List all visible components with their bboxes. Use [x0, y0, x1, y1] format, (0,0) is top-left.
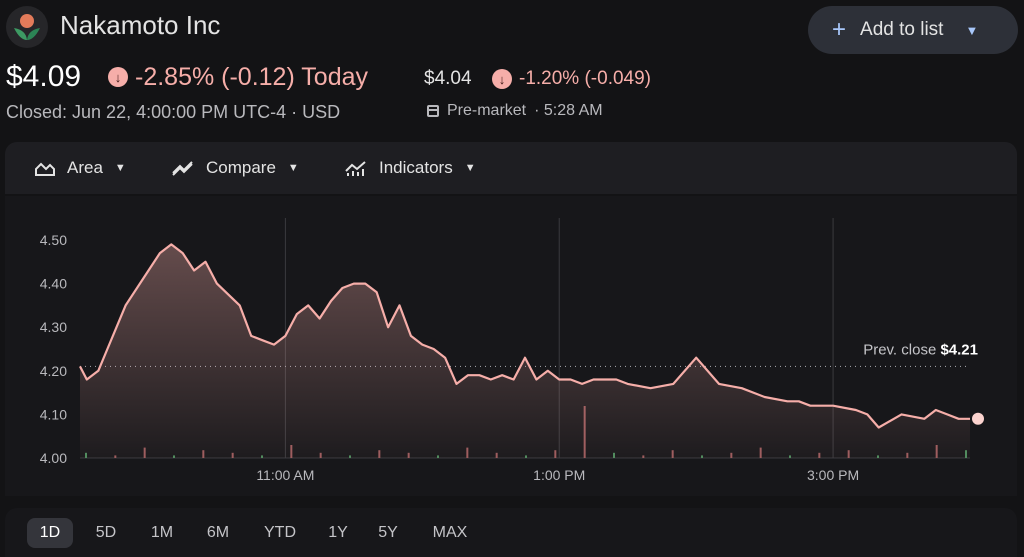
range-5y[interactable]: 5Y [378, 524, 398, 541]
range-1m[interactable]: 1M [150, 524, 174, 541]
indicators-label: Indicators [379, 158, 453, 177]
arrow-down-icon: ↓ [108, 67, 128, 87]
premarket-change: -1.20% (-0.049) [519, 68, 652, 89]
area-chevron-down-icon: ▼ [114, 162, 126, 174]
range-max[interactable]: MAX [432, 524, 468, 541]
premarket-arrow-down-icon: ↓ [492, 69, 512, 89]
y-tick-label: 4.40 [40, 276, 67, 292]
indicators-dropdown[interactable]: Indicators ▼ [345, 142, 476, 194]
company-name: Nakamoto Inc [60, 10, 221, 40]
range-1d[interactable]: 1D [27, 518, 73, 548]
range-5d[interactable]: 5D [95, 524, 117, 541]
price-chart[interactable]: 11:00 AM 1:00 PM 3:00 PM 4.50 4.40 4.30 4.20 4.… [5, 196, 1017, 496]
closed-info: Closed: Jun 22, 4:00:00 PM UTC-4 · USD [6, 102, 341, 122]
y-tick-label: 4.30 [40, 319, 67, 335]
y-tick-label: 4.10 [40, 406, 67, 422]
company-logo [6, 6, 48, 48]
area-chart-icon [35, 162, 55, 176]
y-tick-label: 4.20 [40, 363, 67, 379]
plus-icon: + [832, 16, 847, 43]
compare-dropdown[interactable]: Compare ▼ [172, 142, 299, 194]
x-tick-label: 3:00 PM [807, 467, 859, 483]
indicators-icon [345, 161, 366, 176]
range-selector: 1D 5D 1M 6M YTD 1Y 5Y MAX [5, 508, 1017, 557]
leaf-logo-icon [14, 14, 40, 40]
range-1y[interactable]: 1Y [328, 524, 348, 541]
change-today: -2.85% (-0.12) Today [135, 63, 368, 91]
price-area-fill [80, 244, 970, 458]
range-6m[interactable]: 6M [206, 524, 230, 541]
current-price: $4.09 [6, 60, 82, 93]
prev-close-label: Prev. close $4.21 [863, 341, 978, 358]
price-line [79, 243, 970, 429]
chevron-down-icon: ▼ [965, 22, 979, 38]
add-to-list-label: Add to list [860, 19, 944, 40]
area-label: Area [67, 158, 103, 177]
compare-label: Compare [206, 158, 276, 177]
last-price-dot [972, 412, 984, 425]
premarket-time: · 5:28 AM [534, 102, 603, 119]
premarket-label: Pre-market [447, 102, 527, 119]
range-ytd[interactable]: YTD [264, 524, 296, 541]
compare-icon [172, 161, 193, 176]
y-tick-label: 4.50 [40, 232, 67, 248]
compare-chevron-down-icon: ▼ [287, 162, 299, 174]
premarket-info: Pre-market · 5:28 AM [427, 102, 603, 120]
premarket-price: $4.04 [424, 68, 472, 89]
price-chart-panel: 11:00 AM 1:00 PM 3:00 PM 4.50 4.40 4.30 4.20 4.… [5, 196, 1017, 496]
x-tick-label: 1:00 PM [533, 467, 585, 483]
calendar-icon [427, 105, 439, 117]
chart-toolbar: Area ▼ Compare ▼ Indicators ▼ [5, 142, 1017, 194]
indicators-chevron-down-icon: ▼ [464, 162, 476, 174]
area-dropdown[interactable]: Area ▼ [35, 142, 126, 194]
add-to-list-button[interactable]: + Add to list ▼ [808, 6, 1018, 54]
x-tick-label: 11:00 AM [256, 467, 314, 483]
y-tick-label: 4.00 [40, 450, 67, 466]
